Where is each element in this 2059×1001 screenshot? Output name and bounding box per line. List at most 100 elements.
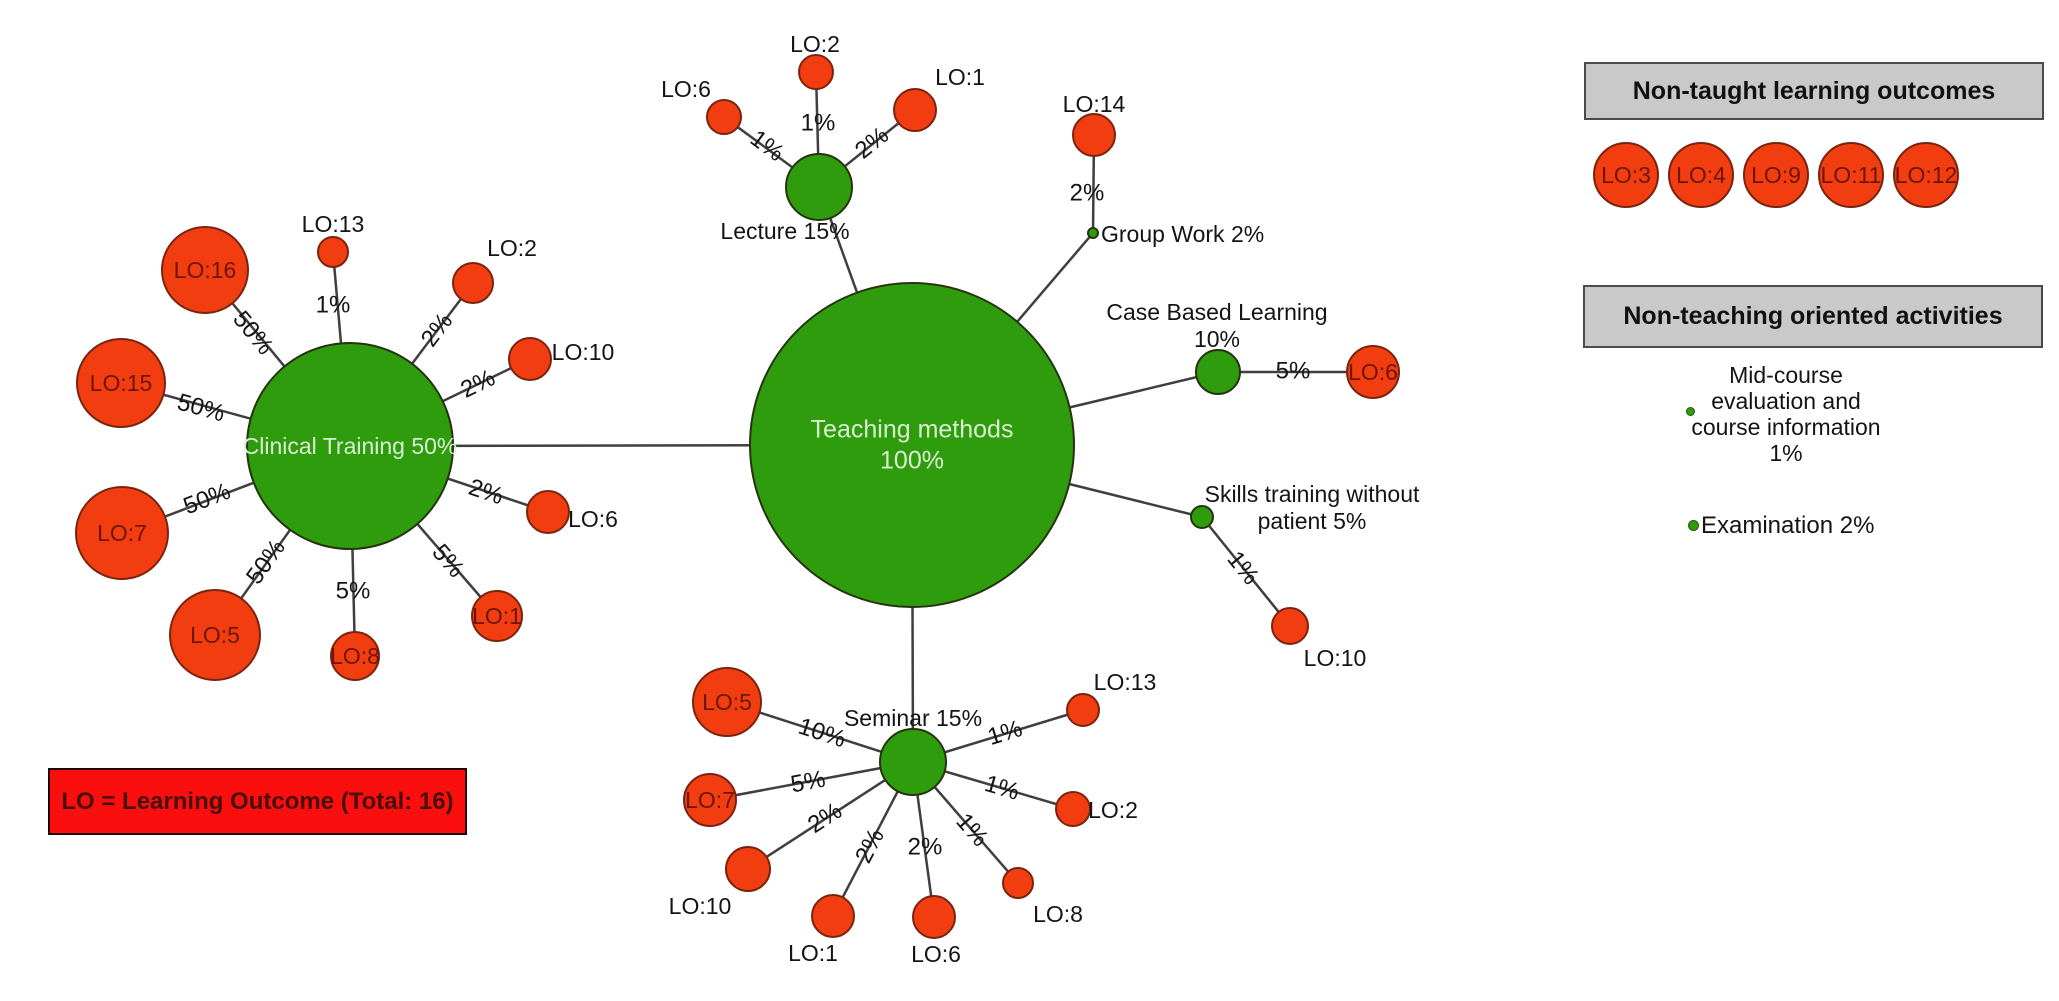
edge-label-seminar-sm_lo5: 10%	[795, 713, 849, 753]
sm_lo7-node	[683, 773, 737, 827]
groupwork-label: Group Work 2%	[1101, 221, 1264, 247]
center-label: 100%	[880, 447, 944, 475]
sm_lo10-node	[725, 846, 771, 892]
c_lo8-node	[330, 631, 380, 681]
c_lo10-label: LO:10	[552, 339, 615, 365]
l_lo6-label: LO:6	[661, 76, 711, 102]
edge-label-clinical-c_lo2: 2%	[416, 308, 458, 352]
center-node	[749, 282, 1075, 608]
casebased-node	[1195, 349, 1241, 395]
clinical-node	[246, 342, 454, 550]
edge-seminar-sm_lo7	[709, 760, 914, 802]
s_lo10-label: LO:10	[1304, 645, 1367, 671]
l_lo2-label: LO:2	[790, 31, 840, 57]
c_lo1-node	[471, 590, 523, 642]
non-taught-outcomes-row: LO:3 LO:4 LO:9 LO:11 LO:12	[1593, 142, 1959, 208]
c_lo2-label: LO:2	[487, 235, 537, 261]
edge-label-seminar-sm_lo2: 1%	[982, 770, 1023, 806]
skills-label: Skills training without	[1205, 481, 1420, 507]
examination-dot-icon	[1688, 520, 1699, 531]
c_lo15-label: LO:15	[90, 370, 153, 396]
c_lo6-label: LO:6	[568, 506, 618, 532]
non-taught-lo11-node: LO:11	[1818, 142, 1884, 208]
c_lo8-label: LO:8	[330, 643, 380, 669]
edge-label-groupwork-lo14: 2%	[1070, 180, 1105, 207]
legend-box: LO = Learning Outcome (Total: 16)	[48, 768, 467, 835]
groupwork-node	[1087, 227, 1099, 239]
lecture-label: Lecture 15%	[720, 218, 849, 244]
sm_lo6-label: LO:6	[911, 941, 961, 967]
casebased-label: 10%	[1194, 326, 1240, 352]
l_lo2-node	[798, 54, 834, 90]
midcourse-line: course information	[1691, 414, 1881, 440]
edge-label-clinical-c_lo8: 5%	[336, 578, 371, 605]
midcourse-line: Mid-course	[1729, 362, 1843, 388]
cb_lo6-node	[1346, 345, 1400, 399]
c_lo2-node	[452, 262, 494, 304]
sm_lo8-label: LO:8	[1033, 901, 1083, 927]
non-taught-lo12-node: LO:12	[1893, 142, 1959, 208]
s_lo10-node	[1271, 607, 1309, 645]
c_lo1-label: LO:1	[472, 603, 522, 629]
c_lo10-node	[508, 337, 552, 381]
c_lo13-node	[317, 236, 349, 268]
edge-label-clinical-c_lo13: 1%	[316, 292, 351, 319]
c_lo7-node	[75, 486, 169, 580]
c_lo5-node	[169, 589, 261, 681]
c_lo16-node	[161, 226, 249, 314]
skills-node	[1190, 505, 1214, 529]
sm_lo13-node	[1066, 693, 1100, 727]
l_lo1-node	[893, 88, 937, 132]
c_lo7-label: LO:7	[97, 520, 147, 546]
seminar-label: Seminar 15%	[844, 705, 982, 731]
sm_lo5-label: LO:5	[702, 689, 752, 715]
edge-skills-s_lo10	[1201, 516, 1291, 627]
edge-label-clinical-c_lo10: 2%	[457, 364, 500, 403]
sm_lo8-node	[1002, 867, 1034, 899]
midcourse-line: evaluation and	[1711, 388, 1861, 414]
seminar-node	[879, 728, 947, 796]
edge-label-seminar-sm_lo10: 2%	[803, 797, 847, 839]
edge-label-clinical-c_lo6: 2%	[465, 474, 506, 511]
edge-label-seminar-sm_lo6: 2%	[908, 834, 943, 861]
sm_lo1-node	[811, 894, 855, 938]
edge-label-casebased-cb_lo6: 5%	[1276, 358, 1311, 385]
c_lo15-node	[76, 338, 166, 428]
midcourse-line: 1%	[1769, 440, 1803, 466]
midcourse-dot-icon	[1686, 407, 1695, 416]
sm_lo13-label: LO:13	[1094, 669, 1157, 695]
edge-label-seminar-sm_lo8: 1%	[950, 808, 993, 852]
c_lo16-label: LO:16	[174, 257, 237, 283]
non-taught-lo9-node: LO:9	[1743, 142, 1809, 208]
cb_lo6-label: LO:6	[1348, 359, 1398, 385]
non-taught-outcomes-header: Non-taught learning outcomes	[1584, 62, 2044, 120]
edge-label-lecture-l_lo2: 1%	[801, 110, 836, 137]
non-taught-lo3-node: LO:3	[1593, 142, 1659, 208]
edge-label-seminar-sm_lo13: 1%	[984, 715, 1025, 751]
lecture-node	[785, 153, 853, 221]
lo14-label: LO:14	[1063, 91, 1126, 117]
sm_lo10-label: LO:10	[669, 893, 732, 919]
clinical-label: Clinical Training 50%	[243, 433, 458, 459]
sm_lo5-node	[692, 667, 762, 737]
non-taught-lo4-node: LO:4	[1668, 142, 1734, 208]
non-teaching-activities-header: Non-teaching oriented activities	[1583, 285, 2043, 348]
edge-label-seminar-sm_lo7: 5%	[788, 766, 827, 799]
c_lo5-label: LO:5	[190, 622, 240, 648]
edge-label-clinical-c_lo7: 50%	[180, 478, 235, 520]
skills-label: patient 5%	[1258, 508, 1367, 534]
midcourse-evaluation-label: Mid-course evaluation and course informa…	[1661, 362, 1911, 466]
examination-label: Examination 2%	[1701, 512, 1875, 539]
sm_lo7-label: LO:7	[685, 787, 735, 813]
edge-label-clinical-c_lo5: 50%	[241, 535, 291, 590]
l_lo6-node	[706, 99, 742, 135]
casebased-label: Case Based Learning	[1106, 299, 1327, 325]
edge-label-clinical-c_lo15: 50%	[174, 389, 227, 428]
c_lo13-label: LO:13	[302, 211, 365, 237]
sm_lo1-label: LO:1	[788, 940, 838, 966]
edge-label-skills-s_lo10: 1%	[1222, 546, 1265, 590]
sm_lo2-label: LO:2	[1088, 797, 1138, 823]
sm_lo2-node	[1055, 791, 1091, 827]
c_lo6-node	[526, 490, 570, 534]
